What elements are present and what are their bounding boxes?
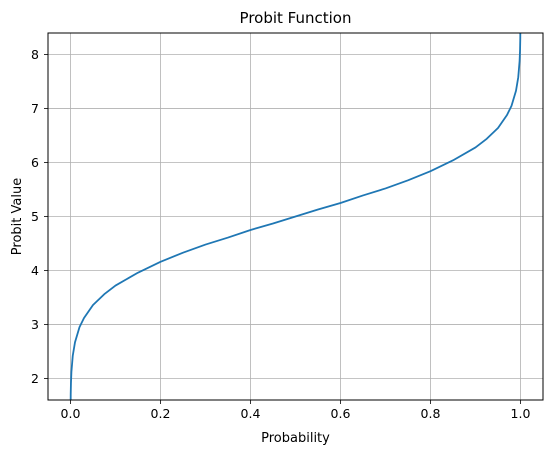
x-tick-label: 0.4 [241, 406, 261, 421]
series-layer [69, 33, 522, 400]
probit-series-line [69, 33, 522, 400]
y-tick-label: 4 [31, 263, 39, 278]
x-axis-ticks: 0.0 0.2 0.4 0.6 0.8 1.0 [61, 400, 531, 421]
y-tick-label: 5 [31, 209, 39, 224]
y-tick-label: 2 [31, 371, 39, 386]
y-tick-label: 3 [31, 317, 39, 332]
chart-title: Probit Function [240, 9, 352, 27]
x-tick-label: 0.2 [151, 406, 171, 421]
y-axis-label: Probit Value [10, 178, 25, 255]
x-axis-label: Probability [261, 431, 330, 446]
y-tick-label: 6 [31, 155, 39, 170]
x-tick-label: 0.0 [61, 406, 81, 421]
y-tick-label: 7 [31, 101, 39, 116]
x-tick-label: 1.0 [511, 406, 531, 421]
y-axis-ticks: 2 3 4 5 6 7 8 [31, 47, 48, 386]
x-tick-label: 0.8 [421, 406, 441, 421]
y-tick-label: 8 [31, 47, 39, 62]
x-tick-label: 0.6 [331, 406, 351, 421]
grid-lines [48, 33, 543, 400]
